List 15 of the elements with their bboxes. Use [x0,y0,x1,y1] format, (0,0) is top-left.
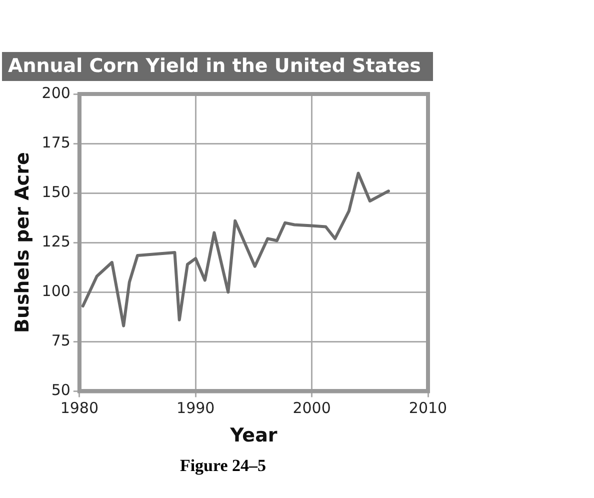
x-tick-label: 2000 [292,399,331,418]
x-tick-label: 2010 [408,399,448,418]
x-axis-title: Year [229,424,278,447]
y-axis-title: Bushels per Acre [11,152,34,334]
chart-title: Annual Corn Yield in the United States [2,52,433,81]
y-tick-label: 50 [51,381,70,400]
y-tick-label: 175 [42,133,70,152]
y-tick-label: 150 [42,182,70,201]
y-tick-label: 200 [42,84,70,102]
caption: Figure 24–5 [178,456,268,476]
x-tick-label: 1980 [60,399,99,418]
y-tick-label: 125 [42,232,70,250]
y-tick-label: 75 [51,332,70,350]
x-tick-label: 1990 [176,399,215,418]
y-tick-label: 100 [42,282,70,300]
